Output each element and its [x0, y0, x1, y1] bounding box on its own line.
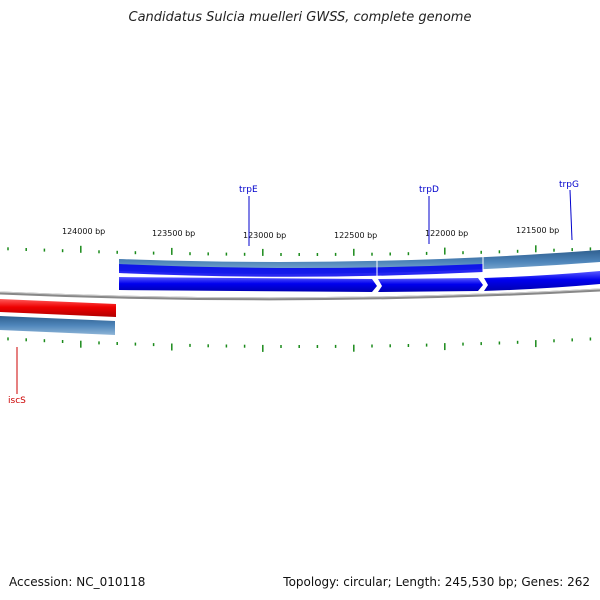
genome-backbone-highlight	[0, 288, 600, 299]
gene-label-trpE-text: trpE	[239, 185, 258, 195]
accession-text: Accession: NC_010118	[9, 575, 146, 589]
scale-labels: 124000 bp 123500 bp 123000 bp 122500 bp …	[62, 226, 559, 240]
gene-label-trpG-text: trpG	[559, 180, 579, 190]
scale-label-121500: 121500 bp	[516, 226, 559, 235]
gene-trpE-arrow[interactable]	[119, 277, 377, 292]
gene-trpG-arrow[interactable]	[484, 271, 600, 291]
gene-label-iscS-text: iscS	[8, 396, 26, 406]
scale-ticks-inner	[7, 337, 592, 352]
scale-label-122500: 122500 bp	[334, 231, 377, 240]
gene-label-trpD-text: trpD	[419, 185, 439, 195]
genome-summary-text: Topology: circular; Length: 245,530 bp; …	[283, 575, 590, 589]
scale-label-123000: 123000 bp	[243, 231, 286, 240]
scale-ticks-outer	[7, 245, 592, 256]
gene-label-trpG[interactable]: trpG	[559, 180, 579, 241]
scale-label-122000: 122000 bp	[425, 229, 468, 238]
gene-label-trpD[interactable]: trpD	[419, 185, 439, 244]
cds-track-reverse	[0, 316, 115, 335]
scale-label-124000: 124000 bp	[62, 227, 105, 236]
map-title: Candidatus Sulcia muelleri GWSS, complet…	[128, 10, 472, 25]
genome-backbone	[0, 288, 600, 301]
cds-track-forward-segment	[119, 264, 483, 277]
gene-trpD-arrow[interactable]	[378, 278, 483, 292]
scale-label-123500: 123500 bp	[152, 229, 195, 238]
gene-label-trpE[interactable]: trpE	[239, 185, 258, 246]
gene-label-iscS[interactable]: iscS	[8, 347, 26, 406]
gene-iscS-arrow[interactable]	[0, 299, 116, 317]
